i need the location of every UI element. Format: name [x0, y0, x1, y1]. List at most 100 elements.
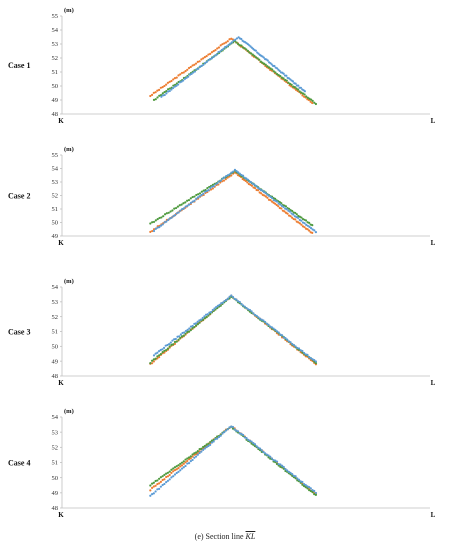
data-point	[278, 69, 281, 73]
data-point	[248, 310, 251, 313]
data-point	[187, 458, 191, 461]
y-tick-label: 51	[52, 329, 59, 336]
data-point	[263, 62, 266, 65]
data-point	[177, 83, 180, 86]
y-tick-label: 49	[52, 490, 59, 497]
data-point	[161, 94, 165, 97]
data-point	[203, 190, 207, 193]
data-point	[274, 71, 277, 74]
data-point	[167, 211, 170, 214]
data-point	[282, 467, 285, 470]
data-point	[217, 435, 221, 439]
data-point	[166, 90, 170, 93]
data-point	[266, 65, 269, 68]
data-point	[217, 51, 220, 54]
data-point	[187, 66, 191, 70]
data-point	[280, 336, 284, 339]
unit-label: (m)	[64, 408, 74, 415]
data-point	[211, 308, 214, 312]
data-point	[248, 308, 251, 312]
data-point	[159, 86, 162, 89]
case-label: Case 2	[8, 192, 30, 201]
data-point	[233, 297, 236, 300]
y-tick-label: 54	[52, 414, 59, 421]
data-point	[288, 82, 292, 85]
data-point	[284, 469, 287, 473]
data-point	[185, 76, 188, 79]
data-point	[149, 484, 152, 487]
data-point	[269, 195, 272, 198]
data-point	[228, 173, 231, 176]
data-point	[293, 215, 296, 218]
data-point	[201, 316, 204, 320]
data-point	[212, 438, 215, 442]
data-point	[233, 428, 236, 431]
data-point	[275, 73, 279, 76]
data-point	[244, 179, 247, 183]
data-point	[294, 211, 297, 215]
data-point	[152, 481, 155, 484]
data-point	[256, 57, 259, 60]
data-point	[163, 351, 166, 354]
data-point	[223, 42, 226, 45]
data-point	[298, 218, 301, 221]
data-point	[212, 49, 215, 53]
data-point	[309, 487, 312, 490]
data-point	[223, 299, 226, 303]
data-point	[313, 493, 316, 496]
data-point	[150, 359, 154, 362]
data-point	[161, 92, 164, 95]
data-point	[309, 357, 312, 360]
data-point	[306, 96, 309, 99]
data-point	[313, 359, 316, 362]
data-point	[213, 307, 216, 310]
data-point	[170, 471, 173, 475]
data-point	[179, 333, 182, 336]
data-point	[303, 222, 306, 225]
data-point	[257, 316, 260, 319]
data-point	[285, 208, 288, 211]
data-point	[166, 88, 170, 91]
y-tick-label: 53	[52, 179, 59, 186]
data-point	[160, 95, 163, 98]
data-point	[235, 170, 238, 173]
data-point	[229, 42, 232, 45]
data-point	[214, 49, 217, 52]
data-point	[152, 98, 156, 101]
data-point	[187, 462, 191, 465]
data-point	[195, 68, 198, 71]
data-point	[214, 54, 217, 57]
data-point	[314, 360, 318, 363]
data-point	[198, 321, 201, 324]
data-point	[221, 301, 224, 304]
data-point	[173, 340, 177, 344]
data-point	[182, 460, 185, 463]
data-point	[306, 487, 309, 490]
data-point	[212, 185, 215, 188]
data-point	[238, 172, 241, 175]
data-point	[223, 176, 226, 179]
data-point	[234, 38, 237, 41]
data-point	[224, 178, 227, 181]
data-point	[300, 91, 303, 94]
data-point	[194, 322, 198, 325]
data-point	[198, 60, 201, 63]
data-point	[237, 43, 240, 46]
data-point	[248, 439, 251, 442]
y-tick-label: 53	[52, 429, 59, 436]
data-point	[186, 199, 189, 202]
data-point	[301, 480, 304, 484]
data-point	[230, 294, 233, 297]
data-point	[159, 352, 162, 356]
data-point	[202, 448, 205, 451]
data-point	[158, 354, 161, 357]
data-point	[158, 477, 161, 480]
data-point	[161, 351, 164, 354]
chart-case-1: 48 49 50 51 52 53 54 55 (m) Case 1 K L	[8, 7, 436, 125]
data-point	[182, 334, 185, 337]
data-point	[191, 195, 194, 199]
data-point	[288, 210, 292, 213]
data-point	[166, 343, 169, 347]
data-point	[158, 487, 161, 490]
series-orange	[149, 37, 314, 105]
